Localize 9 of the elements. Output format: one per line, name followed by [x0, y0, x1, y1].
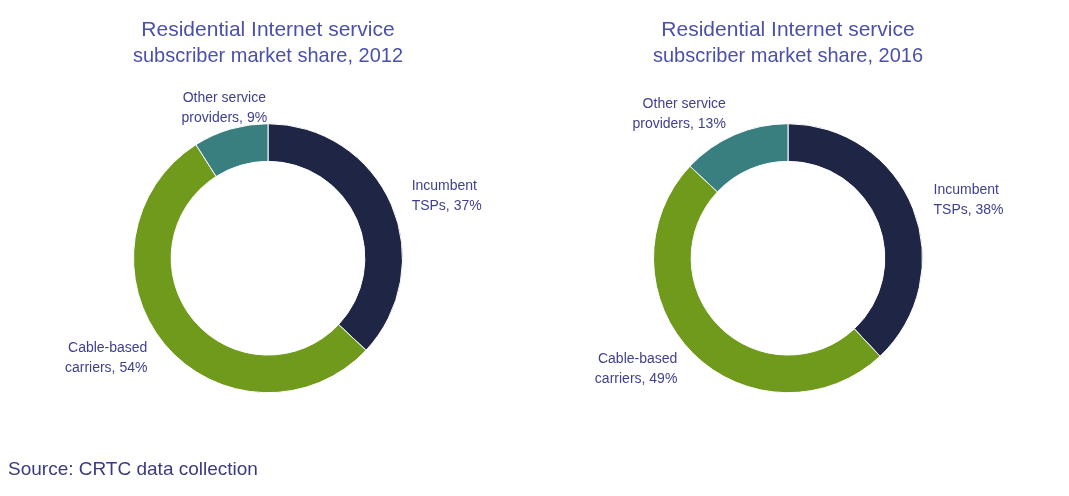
chart-title: Residential Internet service subscriber market share, 2012 — [133, 17, 403, 66]
slice-label: Cable-based carriers, 49% — [594, 349, 678, 386]
source-note: Source: CRTC data collection — [8, 458, 259, 480]
slice-label: Incumbent TSPs, 38% — [933, 181, 1004, 218]
slice-label: Other service providers, 13% — [632, 95, 727, 132]
slice-label: Other service providers, 9% — [181, 88, 268, 125]
slice-label: Incumbent TSPs, 37% — [411, 176, 482, 213]
slice-label: Cable-based carriers, 54% — [64, 338, 148, 375]
chart-title: Residential Internet service subscriber market share, 2016 — [653, 17, 923, 66]
